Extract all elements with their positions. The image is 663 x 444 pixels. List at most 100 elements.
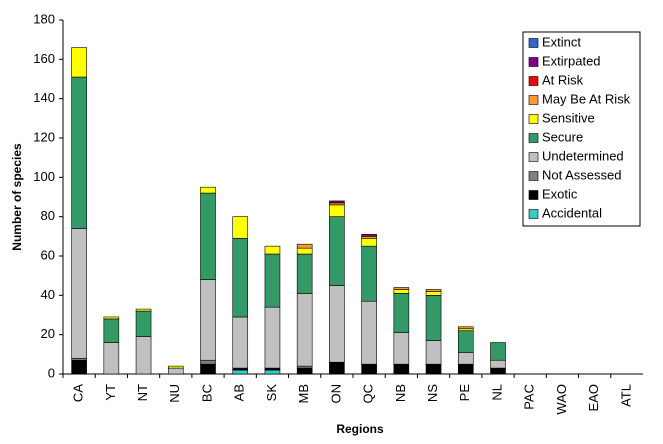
bar-segment [71, 47, 87, 78]
bar-segment [361, 245, 377, 302]
x-tick-label: CA [71, 384, 86, 402]
bar-segment [135, 308, 152, 312]
y-tick-label: 160 [33, 51, 55, 66]
legend-swatch [528, 152, 539, 162]
x-tick-label: MB [296, 384, 311, 404]
legend-swatch [528, 95, 539, 105]
bar-segment [457, 330, 474, 353]
bar-segment [232, 238, 249, 318]
bar-segment [393, 287, 410, 290]
bar-segment [490, 367, 506, 375]
legend [522, 31, 641, 227]
bar-segment [296, 293, 313, 367]
bar-segment [393, 289, 410, 294]
bar-segment [200, 363, 216, 375]
bar-segment [329, 204, 345, 217]
bar-segment [361, 234, 377, 237]
bar-segment [103, 316, 120, 320]
x-tick-label: BC [199, 384, 214, 402]
bar-segment [264, 306, 281, 369]
bar-segment [200, 186, 216, 194]
bar-segment [361, 300, 377, 365]
legend-label: Undetermined [542, 148, 624, 163]
x-tick-label: YT [103, 384, 118, 401]
y-tick-label: 100 [33, 169, 55, 184]
legend-swatch [528, 57, 539, 67]
x-axis-label: Regions [336, 422, 384, 436]
x-tick-label: NL [489, 384, 504, 401]
bar-segment [232, 369, 249, 375]
y-tick-label: 180 [33, 11, 55, 26]
bar-segment [296, 243, 313, 249]
bar-segment [329, 216, 345, 286]
x-tick-label: QC [361, 384, 376, 404]
bar-segment [393, 293, 410, 334]
bar-segment [361, 363, 377, 375]
bar-segment [361, 238, 377, 247]
bar-segment [425, 363, 442, 375]
bar-segment [329, 285, 345, 363]
legend-swatch [528, 38, 539, 48]
bar-segment [200, 192, 216, 280]
x-tick-label: PE [457, 384, 472, 402]
bar-segment [490, 342, 506, 361]
x-tick-label: SK [264, 384, 279, 402]
bar-segment [457, 363, 474, 375]
bar-segment [264, 245, 281, 255]
bar-segment [457, 352, 474, 365]
y-axis-label: Number of species [10, 143, 24, 251]
bar-segment [296, 247, 313, 255]
bar-segment [200, 359, 216, 365]
bar-segment [490, 359, 506, 369]
x-tick-label: NB [393, 384, 408, 402]
legend-label: Secure [542, 129, 583, 144]
bar-segment [71, 228, 87, 359]
bar-segment [329, 361, 345, 375]
legend-label: At Risk [542, 72, 584, 87]
bar-segment [425, 289, 442, 292]
bar-segment [71, 76, 87, 229]
legend-swatch [528, 190, 539, 200]
legend-label: Not Assessed [542, 167, 622, 182]
legend-swatch [528, 133, 539, 143]
legend-label: Extirpated [542, 53, 601, 68]
x-tick-label: AB [232, 384, 247, 401]
legend-label: May Be At Risk [542, 91, 631, 106]
x-tick-label: NS [425, 384, 440, 402]
x-tick-label: ATL [618, 384, 633, 407]
y-tick-label: 20 [41, 326, 55, 341]
bar-segment [71, 359, 87, 375]
legend-label: Extinct [542, 34, 581, 49]
bar-segment [329, 200, 345, 204]
legend-label: Accidental [542, 205, 602, 220]
bar-segment [264, 253, 281, 308]
y-tick-label: 60 [41, 247, 55, 262]
y-tick-label: 0 [48, 365, 55, 380]
bar-segment [425, 291, 442, 296]
y-tick-label: 40 [41, 287, 55, 302]
x-tick-label: PAC [522, 384, 537, 410]
bar-segment [135, 310, 152, 337]
bar-segment [103, 342, 120, 375]
bar-segment [393, 332, 410, 365]
bar-segment [103, 318, 120, 343]
bar-segment [200, 279, 216, 361]
bar-segment [167, 365, 184, 369]
x-tick-label: EAO [586, 384, 601, 411]
x-tick-label: NU [167, 384, 182, 403]
bar-segment [232, 216, 249, 239]
legend-label: Exotic [542, 186, 578, 201]
x-tick-label: WAO [554, 384, 569, 415]
bar-segment [296, 367, 313, 375]
bar-segment [425, 295, 442, 341]
bar-segment [457, 326, 474, 330]
bar-segment [393, 363, 410, 375]
legend-label: Sensitive [542, 110, 595, 125]
x-tick-label: ON [328, 384, 343, 404]
x-tick-label: NT [135, 384, 150, 401]
bar-segment [232, 316, 249, 369]
bar-segment [264, 369, 281, 375]
legend-swatch [528, 76, 539, 86]
legend-swatch [528, 209, 539, 219]
